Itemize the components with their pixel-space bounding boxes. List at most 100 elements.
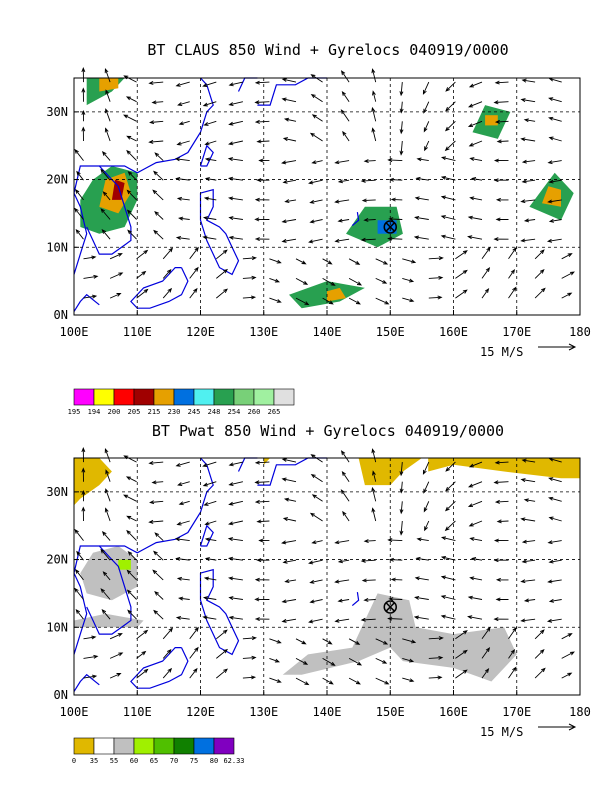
- wind-vector: [399, 481, 404, 494]
- wind-vector: [534, 268, 545, 279]
- wind-vector: [100, 548, 111, 561]
- wind-vector: [520, 199, 536, 204]
- y-tick-label: 20N: [46, 553, 68, 567]
- wind-vector: [295, 677, 310, 686]
- wind-vector: [337, 179, 350, 184]
- wind-vector: [445, 461, 456, 472]
- wind-vector: [469, 537, 483, 542]
- wind-vector: [148, 461, 164, 465]
- wind-vector: [468, 140, 483, 147]
- wind-vector: [546, 238, 562, 243]
- wind-vector: [428, 275, 444, 280]
- wind-vector: [76, 550, 84, 561]
- wind-vector: [415, 176, 429, 181]
- wind-vector: [162, 627, 174, 640]
- wind-vector: [123, 494, 137, 502]
- coastline-2: [199, 524, 214, 547]
- wind-vector: [428, 636, 444, 641]
- wind-vector: [413, 615, 429, 620]
- colorbar-swatch: [113, 737, 135, 755]
- wind-vector: [360, 237, 376, 242]
- x-tick-label: 150E: [376, 705, 405, 719]
- wind-vector: [561, 633, 573, 640]
- wind-vector: [204, 520, 217, 526]
- shaded-region-0: [74, 458, 112, 506]
- wind-vector: [127, 170, 137, 181]
- panel1-ref-vector-label: 15 M/S: [480, 345, 523, 359]
- wind-vector: [269, 638, 282, 644]
- wind-vector: [445, 101, 456, 112]
- colorbar-swatch: [173, 737, 195, 755]
- colorbar-swatch: [213, 388, 235, 406]
- wind-vector: [340, 109, 350, 122]
- wind-vector: [127, 229, 137, 240]
- colorbar-swatch: [73, 737, 95, 755]
- wind-vector: [399, 520, 404, 536]
- wind-vector: [281, 97, 297, 103]
- colorbar-label: 245: [188, 408, 201, 416]
- wind-vector: [149, 120, 164, 125]
- wind-vector: [175, 615, 190, 620]
- colorbar-label: 260: [248, 408, 261, 416]
- wind-vector: [228, 481, 244, 486]
- wind-vector: [494, 80, 509, 85]
- wind-vector: [281, 599, 297, 604]
- wind-vector: [548, 77, 562, 83]
- y-tick-label: 30N: [46, 485, 68, 499]
- y-tick-label: 0N: [54, 688, 68, 702]
- wind-vector: [520, 618, 536, 623]
- wind-vector: [561, 672, 573, 679]
- y-tick-label: 10N: [46, 240, 68, 254]
- wind-vector: [202, 596, 217, 600]
- shaded-region-3: [346, 206, 403, 248]
- wind-vector: [154, 211, 164, 220]
- wind-vector: [311, 540, 323, 545]
- wind-vector: [388, 177, 403, 182]
- wind-vector: [520, 238, 536, 243]
- x-tick-label: 160E: [439, 325, 468, 339]
- x-tick-label: 100E: [60, 705, 89, 719]
- wind-vector: [493, 538, 509, 543]
- wind-vector: [154, 591, 164, 600]
- wind-vector: [242, 675, 257, 680]
- colorbar-label: 230: [168, 408, 181, 416]
- wind-vector: [100, 168, 111, 181]
- wind-vector: [189, 646, 199, 659]
- wind-vector: [334, 160, 350, 165]
- wind-vector: [372, 90, 377, 102]
- wind-vector: [281, 238, 297, 243]
- wind-vector: [371, 486, 377, 502]
- wind-vector: [148, 81, 164, 85]
- panel2-ref-vector-label: 15 M/S: [480, 725, 523, 739]
- wind-vector: [422, 461, 430, 475]
- x-tick-label: 110E: [123, 705, 152, 719]
- wind-vector: [523, 498, 536, 503]
- wind-vector: [126, 209, 137, 220]
- wind-vector: [508, 626, 517, 640]
- wind-vector: [254, 217, 270, 222]
- wind-vector: [444, 520, 456, 532]
- wind-vector: [104, 448, 111, 463]
- wind-vector: [153, 550, 164, 561]
- wind-vector: [311, 160, 323, 165]
- wind-vector: [496, 139, 509, 144]
- wind-vector: [469, 196, 483, 201]
- colorbar-swatch: [113, 388, 135, 406]
- wind-vector: [202, 81, 217, 87]
- wind-vector: [148, 519, 164, 524]
- wind-vector: [348, 638, 361, 645]
- colorbar-label: 195: [68, 408, 81, 416]
- wind-vector: [136, 249, 149, 260]
- wind-vector: [455, 649, 468, 659]
- wind-vector: [101, 151, 111, 161]
- wind-vector: [151, 100, 164, 105]
- wind-vector: [322, 638, 333, 645]
- wind-vector: [81, 126, 86, 142]
- wind-vector: [375, 277, 388, 284]
- wind-vector: [109, 652, 124, 659]
- wind-vector: [83, 674, 98, 679]
- coastline-6: [237, 457, 258, 472]
- wind-vector: [481, 246, 491, 260]
- wind-vector: [228, 461, 243, 467]
- wind-vector: [202, 235, 217, 240]
